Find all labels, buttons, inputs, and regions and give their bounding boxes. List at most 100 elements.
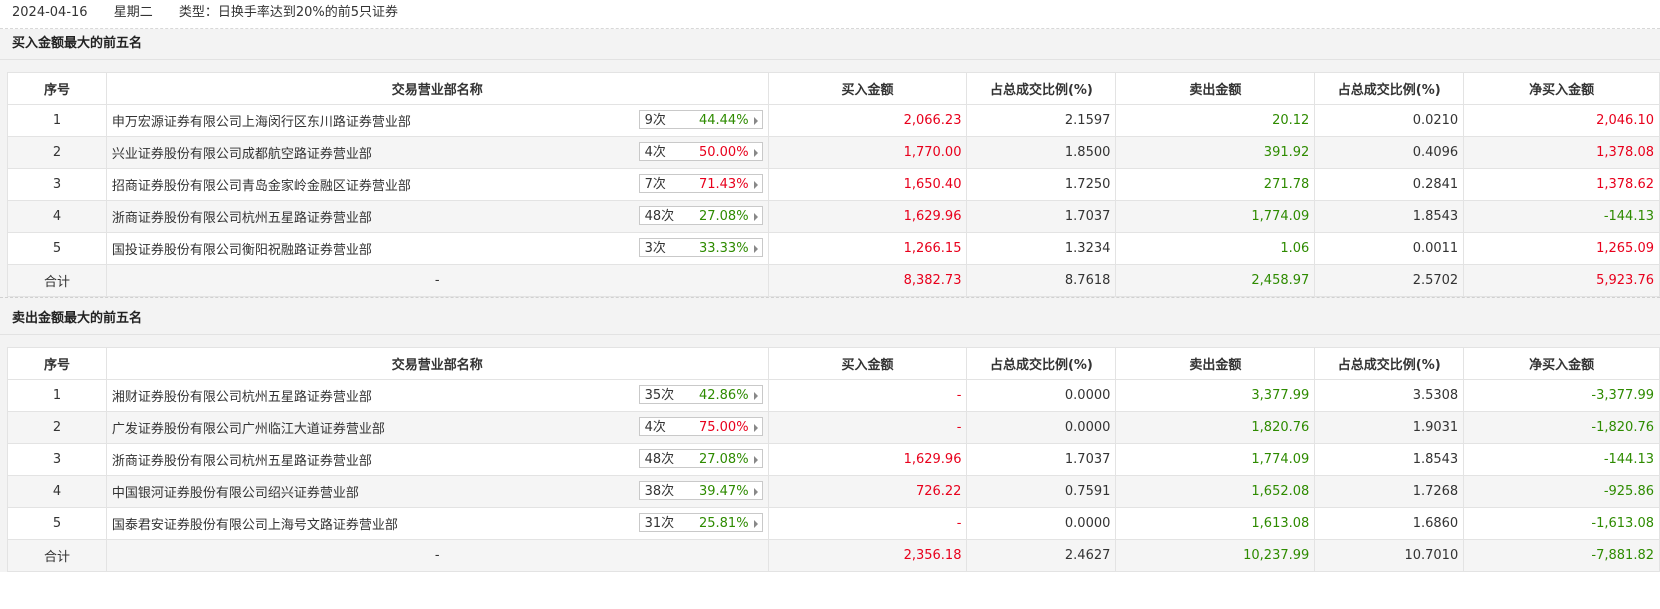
- total-buy-ratio: 8.7618: [966, 264, 1117, 297]
- sell-ratio: 3.5308: [1314, 379, 1465, 412]
- branch-stats-button[interactable]: 48次 27.08%: [638, 206, 763, 225]
- total-name: -: [105, 264, 769, 297]
- sell-ratio: 1.6860: [1314, 507, 1465, 540]
- arrow-right-icon: [753, 245, 758, 253]
- branch-name-link[interactable]: 中国银河证券股份有限公司绍兴证券营业部: [111, 486, 359, 501]
- branch-stats-button[interactable]: 4次 50.00%: [638, 142, 763, 161]
- branch-cell: 广发证券股份有限公司广州临江大道证券营业部 4次 75.00%: [105, 411, 769, 444]
- buy-amount: 1,266.15: [767, 232, 968, 265]
- net-buy-amount: 2,046.10: [1463, 104, 1660, 137]
- row-number: 3: [7, 443, 107, 476]
- arrow-right-icon: [753, 149, 758, 157]
- total-row: 合计 -8,382.73 8.7618 2,458.97 2.5702 5,923.76: [7, 264, 1660, 297]
- branch-name-link[interactable]: 招商证券股份有限公司青岛金家岭金融区证券营业部: [111, 179, 411, 194]
- net-buy-amount: -925.86: [1463, 475, 1660, 508]
- sell-ratio: 0.0011: [1314, 232, 1465, 265]
- branch-name-link[interactable]: 申万宏源证券有限公司上海闵行区东川路证券营业部: [111, 115, 411, 130]
- branch-stats-button[interactable]: 48次 27.08%: [638, 449, 763, 468]
- listing-count: 4次: [644, 145, 666, 160]
- table-row: 1 申万宏源证券有限公司上海闵行区东川路证券营业部 9次 44.44% 2,066.23…: [7, 104, 1660, 137]
- win-rate: 75.00%: [698, 420, 749, 435]
- branch-name-link[interactable]: 浙商证券股份有限公司杭州五星路证券营业部: [111, 211, 372, 226]
- listing-count: 31次: [644, 516, 675, 531]
- buy-col-header: 序号: [7, 72, 107, 105]
- total-sell-ratio: 10.7010: [1314, 539, 1465, 572]
- buy-amount: 2,066.23: [767, 104, 968, 137]
- sell-col-header: 卖出金额: [1115, 347, 1316, 380]
- branch-name-link[interactable]: 湘财证券股份有限公司杭州五星路证券营业部: [111, 390, 372, 405]
- branch-stats-button[interactable]: 31次 25.81%: [638, 513, 763, 532]
- branch-stats-button[interactable]: 3次 33.33%: [638, 238, 763, 257]
- table-row: 1 湘财证券股份有限公司杭州五星路证券营业部 35次 42.86% -0.0000 3,3…: [7, 379, 1660, 412]
- sell-ratio: 1.8543: [1314, 200, 1465, 233]
- buy-ratio: 0.7591: [966, 475, 1117, 508]
- branch-name-link[interactable]: 国投证券股份有限公司衡阳祝融路证券营业部: [111, 243, 372, 258]
- sell-ratio: 1.7268: [1314, 475, 1465, 508]
- buy-ratio: 1.7250: [966, 168, 1117, 201]
- branch-stats-button[interactable]: 4次 75.00%: [638, 417, 763, 436]
- sell-amount: 1.06: [1115, 232, 1316, 265]
- arrow-right-icon: [753, 181, 758, 189]
- buy-col-header: 买入金额: [767, 72, 968, 105]
- branch-name-link[interactable]: 兴业证券股份有限公司成都航空路证券营业部: [111, 147, 372, 162]
- branch-cell: 国投证券股份有限公司衡阳祝融路证券营业部 3次 33.33%: [105, 232, 769, 265]
- sell-col-header: 序号: [7, 347, 107, 380]
- sell-col-header: 占总成交比例(%): [966, 347, 1117, 380]
- arrow-right-icon: [753, 488, 758, 496]
- net-buy-amount: -144.13: [1463, 443, 1660, 476]
- buy-col-header: 净买入金额: [1463, 72, 1660, 105]
- win-rate: 25.81%: [698, 516, 749, 531]
- win-rate: 39.47%: [698, 484, 749, 499]
- buy-col-header: 交易营业部名称: [105, 72, 769, 105]
- sell-amount: 1,613.08: [1115, 507, 1316, 540]
- table-row: 5 国投证券股份有限公司衡阳祝融路证券营业部 3次 33.33% 1,266.15 1.3…: [7, 232, 1660, 265]
- branch-cell: 兴业证券股份有限公司成都航空路证券营业部 4次 50.00%: [105, 136, 769, 169]
- row-number: 3: [7, 168, 107, 201]
- branch-stats-button[interactable]: 38次 39.47%: [638, 481, 763, 500]
- buy-col-header: 卖出金额: [1115, 72, 1316, 105]
- total-name: -: [105, 539, 769, 572]
- buy-amount: -: [767, 411, 968, 444]
- sell-amount: 1,774.09: [1115, 443, 1316, 476]
- win-rate: 27.08%: [698, 209, 749, 224]
- total-label: 合计: [7, 264, 107, 297]
- branch-stats-button[interactable]: 9次 44.44%: [638, 110, 763, 129]
- buy-ratio: 0.0000: [966, 507, 1117, 540]
- win-rate: 42.86%: [698, 388, 749, 403]
- branch-stats-button[interactable]: 7次 71.43%: [638, 174, 763, 193]
- row-number: 5: [7, 232, 107, 265]
- total-row: 合计 -2,356.18 2.4627 10,237.99 10.7010 -7,881.…: [7, 539, 1660, 572]
- sell-amount: 20.12: [1115, 104, 1316, 137]
- branch-cell: 中国银河证券股份有限公司绍兴证券营业部 38次 39.47%: [105, 475, 769, 508]
- net-buy-amount: 1,265.09: [1463, 232, 1660, 265]
- branch-cell: 国泰君安证券股份有限公司上海号文路证券营业部 31次 25.81%: [105, 507, 769, 540]
- buy-ratio: 0.0000: [966, 411, 1117, 444]
- sell-amount: 1,652.08: [1115, 475, 1316, 508]
- listing-count: 4次: [644, 420, 666, 435]
- buy-table-body: 1 申万宏源证券有限公司上海闵行区东川路证券营业部 9次 44.44% 2,066.23…: [7, 104, 1660, 297]
- branch-name-link[interactable]: 广发证券股份有限公司广州临江大道证券营业部: [111, 422, 385, 437]
- branch-name-link[interactable]: 国泰君安证券股份有限公司上海号文路证券营业部: [111, 518, 398, 533]
- branch-stats-button[interactable]: 35次 42.86%: [638, 385, 763, 404]
- table-row: 4 中国银河证券股份有限公司绍兴证券营业部 38次 39.47% 726.22 0.759…: [7, 475, 1660, 508]
- sell-amount: 1,820.76: [1115, 411, 1316, 444]
- buy-ratio: 1.7037: [966, 200, 1117, 233]
- total-buy-amount: 2,356.18: [767, 539, 968, 572]
- buy-section-title: 买入金额最大的前五名: [0, 29, 1660, 60]
- total-net-amount: 5,923.76: [1463, 264, 1660, 297]
- branch-name-link[interactable]: 浙商证券股份有限公司杭州五星路证券营业部: [111, 454, 372, 469]
- sell-table-header: 序号 交易营业部名称 买入金额 占总成交比例(%) 卖出金额 占总成交比例(%) 净买入金额: [7, 347, 1660, 380]
- net-buy-amount: 1,378.08: [1463, 136, 1660, 169]
- buy-amount: 1,770.00: [767, 136, 968, 169]
- sell-col-header: 净买入金额: [1463, 347, 1660, 380]
- weekday: 星期二: [113, 5, 153, 20]
- net-buy-amount: -3,377.99: [1463, 379, 1660, 412]
- net-buy-amount: 1,378.62: [1463, 168, 1660, 201]
- table-row: 5 国泰君安证券股份有限公司上海号文路证券营业部 31次 25.81% -0.0000 1…: [7, 507, 1660, 540]
- table-row: 2 兴业证券股份有限公司成都航空路证券营业部 4次 50.00% 1,770.00 1.8…: [7, 136, 1660, 169]
- buy-col-header: 占总成交比例(%): [1314, 72, 1465, 105]
- buy-amount: -: [767, 507, 968, 540]
- trade-date: 2024-04-16: [12, 5, 88, 20]
- branch-cell: 湘财证券股份有限公司杭州五星路证券营业部 35次 42.86%: [105, 379, 769, 412]
- sell-ratio: 0.2841: [1314, 168, 1465, 201]
